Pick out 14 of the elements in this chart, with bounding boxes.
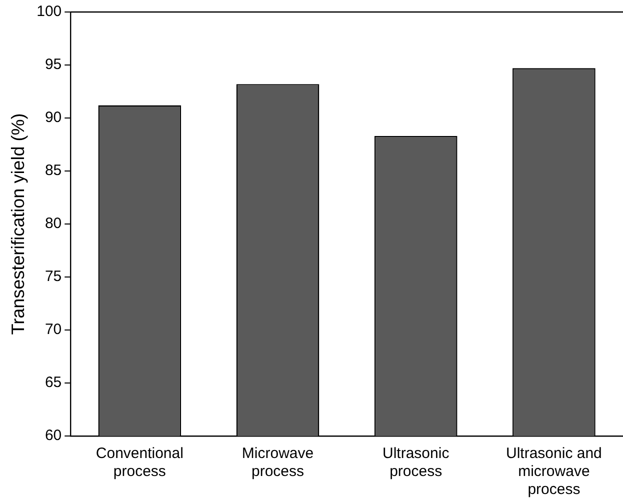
x-tick-label: Ultrasonic and microwave process [506, 445, 602, 498]
y-tick-label: 65 [44, 374, 62, 392]
y-axis-title: Transesterification yield (%) [8, 113, 28, 335]
y-tick-label: 70 [44, 321, 62, 338]
y-tick-label: 85 [44, 162, 62, 180]
y-tick-label: 90 [44, 109, 62, 126]
y-tick-label: 100 [36, 3, 62, 20]
y-tick-label: 95 [44, 56, 62, 74]
y-tick-label: 75 [44, 268, 62, 286]
x-tick-label: Ultrasonic process [382, 445, 450, 480]
x-tick-label: Conventional process [96, 445, 184, 480]
y-tick-label: 80 [44, 215, 62, 232]
x-tick-label: Microwave process [242, 445, 314, 480]
y-tick-label: 60 [44, 427, 62, 444]
